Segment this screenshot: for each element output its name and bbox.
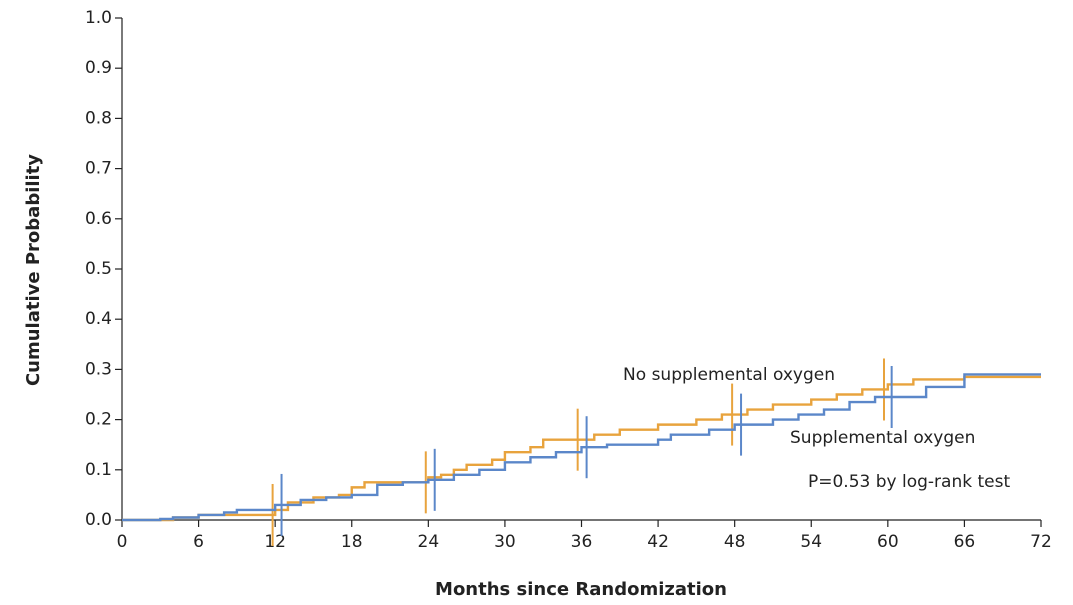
- x-tick-label: 24: [418, 532, 440, 552]
- y-tick-label: 0.1: [85, 460, 112, 480]
- y-axis-label: Cumulative Probability: [23, 154, 44, 386]
- annotation: P=0.53 by log-rank test: [808, 472, 1010, 492]
- y-tick-label: 0.2: [85, 410, 112, 430]
- y-tick-label: 0.5: [85, 259, 112, 279]
- series-label: Supplemental oxygen: [790, 428, 975, 448]
- y-tick-label: 0.0: [85, 510, 112, 530]
- x-tick-label: 72: [1030, 532, 1052, 552]
- x-tick-label: 0: [117, 532, 128, 552]
- survival-curve: [122, 375, 1041, 522]
- x-tick-label: 12: [264, 532, 286, 552]
- y-tick-label: 0.8: [85, 108, 112, 128]
- x-tick-label: 18: [341, 532, 363, 552]
- x-tick-label: 42: [647, 532, 669, 552]
- x-axis-label: Months since Randomization: [435, 579, 727, 600]
- y-tick-label: 0.6: [85, 209, 112, 229]
- series-label: No supplemental oxygen: [623, 365, 835, 385]
- y-tick-label: 0.9: [85, 58, 112, 78]
- y-tick-label: 0.3: [85, 359, 112, 379]
- survival-curve: [122, 373, 1041, 522]
- x-tick-label: 60: [877, 532, 899, 552]
- x-tick-label: 36: [571, 532, 593, 552]
- y-tick-label: 0.4: [85, 309, 112, 329]
- x-tick-label: 66: [954, 532, 976, 552]
- x-tick-label: 48: [724, 532, 746, 552]
- y-tick-label: 0.7: [85, 159, 112, 179]
- y-tick-label: 1.0: [85, 8, 112, 28]
- x-tick-label: 6: [193, 532, 204, 552]
- x-tick-label: 54: [800, 532, 822, 552]
- x-tick-label: 30: [494, 532, 516, 552]
